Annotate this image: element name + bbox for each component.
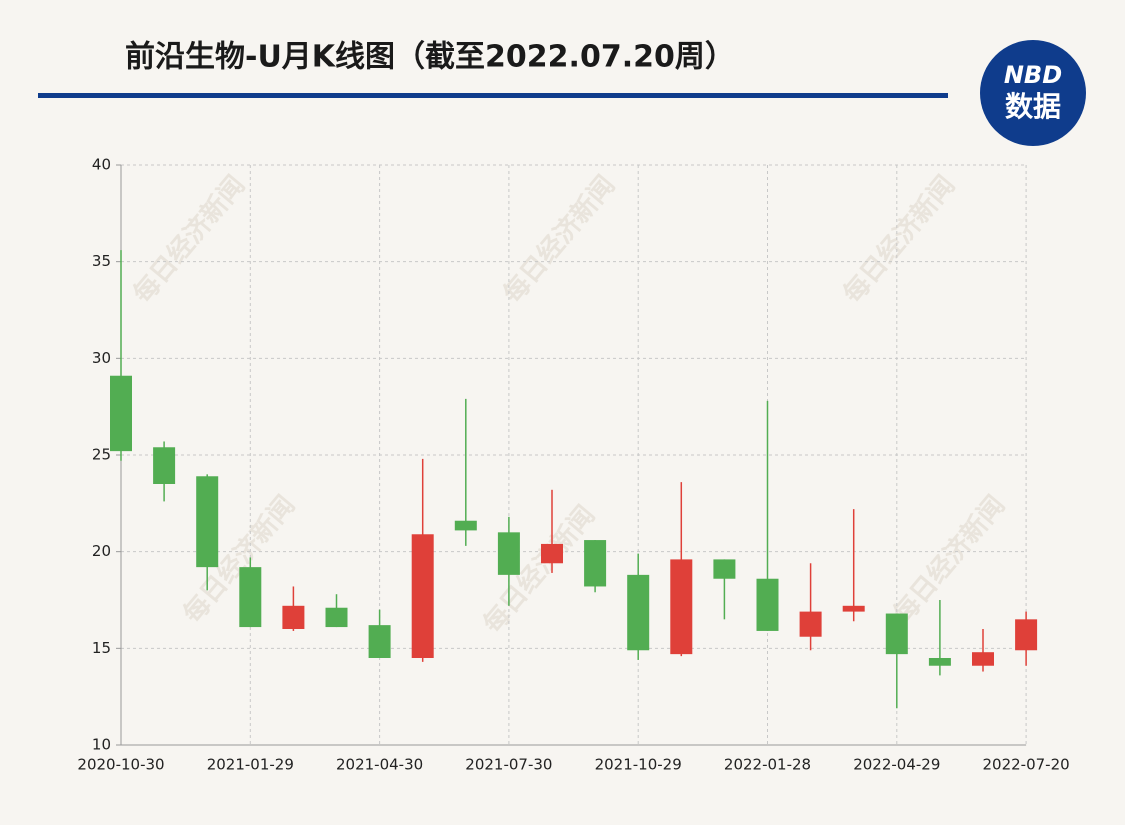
x-tick-label: 2022-07-20 — [983, 756, 1070, 774]
candle-body — [627, 574, 650, 651]
y-tick-label: 30 — [92, 349, 111, 367]
candle-body — [756, 578, 779, 631]
candle-body — [368, 625, 391, 658]
y-tick-label: 25 — [92, 446, 111, 464]
candle-body — [972, 652, 994, 666]
x-tick-label: 2021-10-29 — [595, 756, 682, 774]
y-tick-label: 15 — [92, 639, 111, 657]
x-tick-label: 2022-01-28 — [724, 756, 811, 774]
candle-body — [928, 658, 951, 666]
title-rule — [38, 93, 948, 98]
x-tick-label: 2021-07-30 — [465, 756, 552, 774]
logo-bottom: 数据 — [1005, 90, 1061, 123]
y-tick-label: 20 — [92, 542, 111, 560]
plot: 10 15 20 25 30 35 40 2020-10-30 2021-01-29 2021-0… — [77, 156, 1069, 774]
chart-title: 前沿生物-U月K线图（截至2022.07.20周） — [125, 40, 735, 75]
y-tick-label: 35 — [92, 252, 111, 270]
candle-body — [454, 520, 477, 531]
candle-body — [1015, 619, 1038, 651]
candle-body — [497, 532, 520, 575]
candle-body — [239, 567, 262, 628]
candle-body — [713, 559, 736, 579]
candle-body — [282, 605, 305, 629]
candle-body — [153, 447, 176, 484]
candle-body — [110, 375, 132, 452]
x-tick-label: 2021-04-30 — [336, 756, 423, 774]
x-tick-label: 2021-01-29 — [207, 756, 294, 774]
candle-body — [541, 543, 563, 564]
candle-body — [670, 559, 693, 655]
candle-body — [842, 605, 865, 612]
candle-body — [196, 476, 219, 568]
candle-body — [885, 613, 908, 655]
candle-body — [325, 607, 348, 628]
logo-badge — [980, 40, 1086, 146]
candle-body — [411, 534, 434, 658]
logo-top: NBD — [1004, 61, 1062, 89]
candle-body — [799, 611, 822, 637]
x-tick-label: 2020-10-30 — [77, 756, 164, 774]
y-tick-label: 40 — [92, 156, 111, 174]
candle-body — [584, 540, 607, 587]
x-tick-label: 2022-04-29 — [853, 756, 940, 774]
y-tick-label: 10 — [92, 736, 111, 754]
